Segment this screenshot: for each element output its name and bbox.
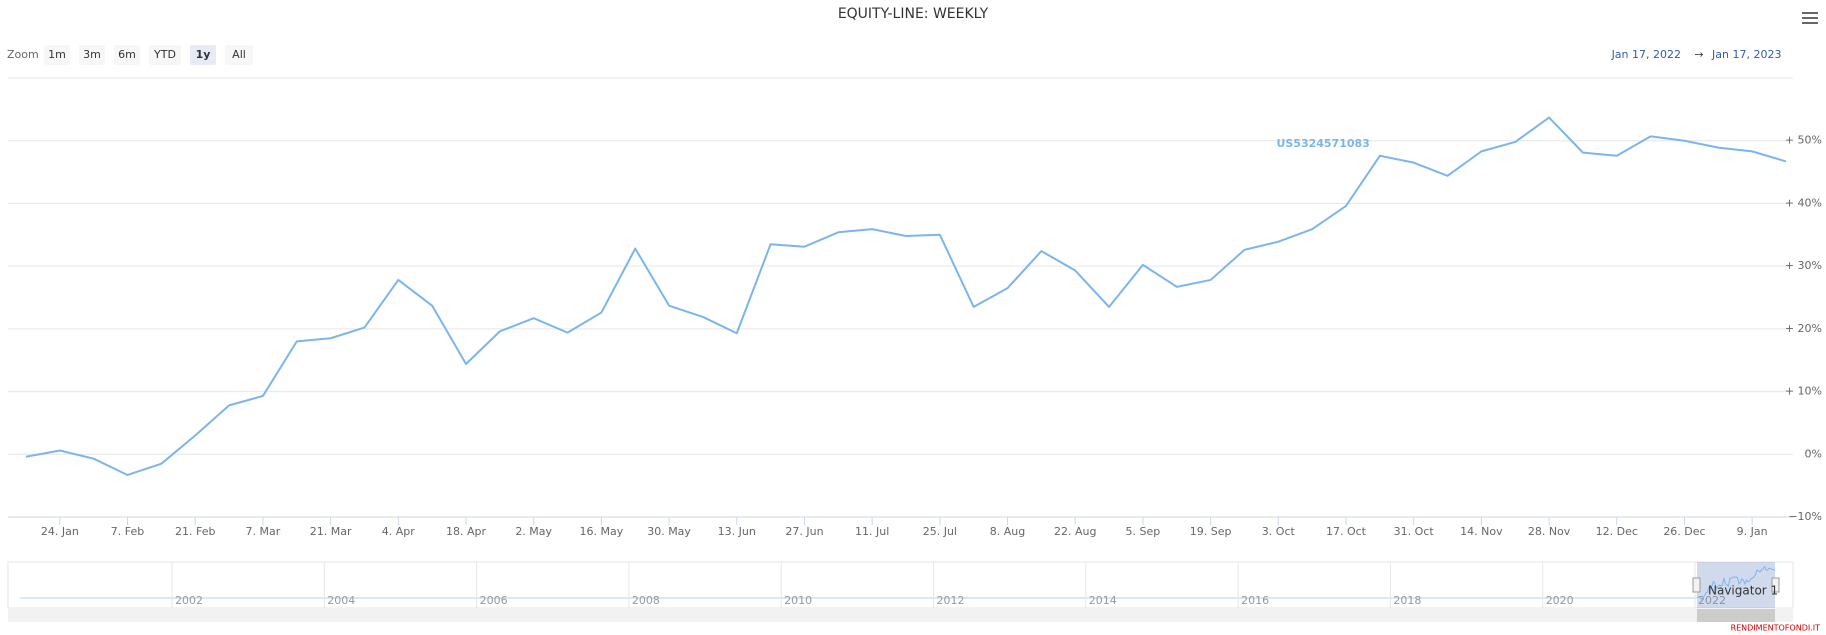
zoom-button[interactable]: [44, 45, 70, 65]
x-tick-label: 21. Mar: [310, 525, 352, 538]
x-tick-label: 7. Mar: [246, 525, 281, 538]
zoom-button-label[interactable]: 1y: [196, 48, 211, 61]
navigator: [7, 561, 1794, 609]
navigator-label: 2002: [175, 594, 203, 607]
x-tick-label: 14. Nov: [1460, 525, 1503, 538]
x-tick-label: 3. Oct: [1262, 525, 1296, 538]
y-tick-label: + 30%: [1785, 259, 1822, 272]
x-tick-label: 9. Jan: [1737, 525, 1768, 538]
navigator-line: [1696, 565, 1776, 600]
zoom-button[interactable]: [149, 45, 181, 65]
zoom-button-label[interactable]: 3m: [83, 48, 101, 61]
series-line: [25, 116, 1787, 476]
menu-bar: [1802, 12, 1818, 14]
navigator-label: 2016: [1241, 594, 1269, 607]
menu-bar: [1802, 22, 1818, 24]
menu-icon[interactable]: [1802, 12, 1818, 24]
navigator-label: 2012: [937, 594, 965, 607]
x-tick-label: 31. Oct: [1394, 525, 1435, 538]
range-separator: →: [1694, 48, 1703, 61]
x-tick-label: 19. Sep: [1190, 525, 1232, 538]
x-tick-label: 22. Aug: [1054, 525, 1096, 538]
x-tick-label: 16. May: [580, 525, 624, 538]
x-tick-label: 21. Feb: [175, 525, 215, 538]
y-tick-label: + 50%: [1785, 134, 1822, 147]
zoom-label: Zoom: [7, 48, 39, 61]
x-tick-label: 11. Jul: [855, 525, 889, 538]
x-tick-label: 27. Jun: [785, 525, 823, 538]
scrollbar-thumb[interactable]: [1697, 609, 1775, 622]
zoom-button-label[interactable]: All: [232, 48, 246, 61]
x-tick-label: 13. Jun: [718, 525, 756, 538]
x-tick-label: 2. May: [515, 525, 552, 538]
range-to: Jan 17, 2023: [1711, 48, 1781, 61]
y-tick-label: + 40%: [1785, 196, 1822, 209]
scrollbar[interactable]: [8, 609, 1793, 622]
x-tick-label: 12. Dec: [1596, 525, 1638, 538]
navigator-label: 2022: [1698, 594, 1726, 607]
x-tick-label: 30. May: [647, 525, 691, 538]
x-tick-label: 26. Dec: [1663, 525, 1705, 538]
x-tick-label: 25. Jul: [923, 525, 957, 538]
zoom-button-label[interactable]: YTD: [153, 48, 176, 61]
zoom-button-label[interactable]: 1m: [48, 48, 66, 61]
navigator-handle[interactable]: [1692, 577, 1701, 593]
credit: RENDIMENTOFONDI.IT: [1731, 624, 1821, 633]
navigator-label: 2004: [327, 594, 355, 607]
x-tick-label: 24. Jan: [41, 525, 79, 538]
navigator-label: 2008: [632, 594, 660, 607]
x-tick-label: 8. Aug: [990, 525, 1025, 538]
x-tick-label: 18. Apr: [446, 525, 486, 538]
y-tick-label: + 10%: [1785, 385, 1822, 398]
navigator-handle[interactable]: [1771, 577, 1780, 593]
y-tick-label: 0%: [1805, 447, 1822, 460]
navigator-label: 2018: [1393, 594, 1421, 607]
zoom-button-label[interactable]: 6m: [118, 48, 136, 61]
y-tick-label: −10%: [1788, 510, 1822, 523]
zoom-button[interactable]: [225, 45, 253, 65]
navigator-label: 2014: [1089, 594, 1117, 607]
zoom-button[interactable]: [79, 45, 105, 65]
x-tick-label: 17. Oct: [1326, 525, 1367, 538]
x-tick-label: 5. Sep: [1126, 525, 1161, 538]
navigator-label: 2010: [784, 594, 812, 607]
series-label: US5324571083: [1276, 137, 1369, 150]
navigator-series-label: Navigator 1: [1708, 584, 1778, 598]
zoom-button[interactable]: [190, 45, 216, 65]
range-from: Jan 17, 2022: [1611, 48, 1681, 61]
x-tick-label: 7. Feb: [111, 525, 144, 538]
zoom-button[interactable]: [114, 45, 140, 65]
y-tick-label: + 20%: [1785, 322, 1822, 335]
chart-title: EQUITY-LINE: WEEKLY: [838, 6, 989, 22]
x-tick-label: 4. Apr: [382, 525, 415, 538]
navigator-label: 2006: [480, 594, 508, 607]
navigator-label: 2020: [1546, 594, 1574, 607]
menu-bar: [1802, 17, 1818, 19]
x-tick-label: 28. Nov: [1528, 525, 1571, 538]
